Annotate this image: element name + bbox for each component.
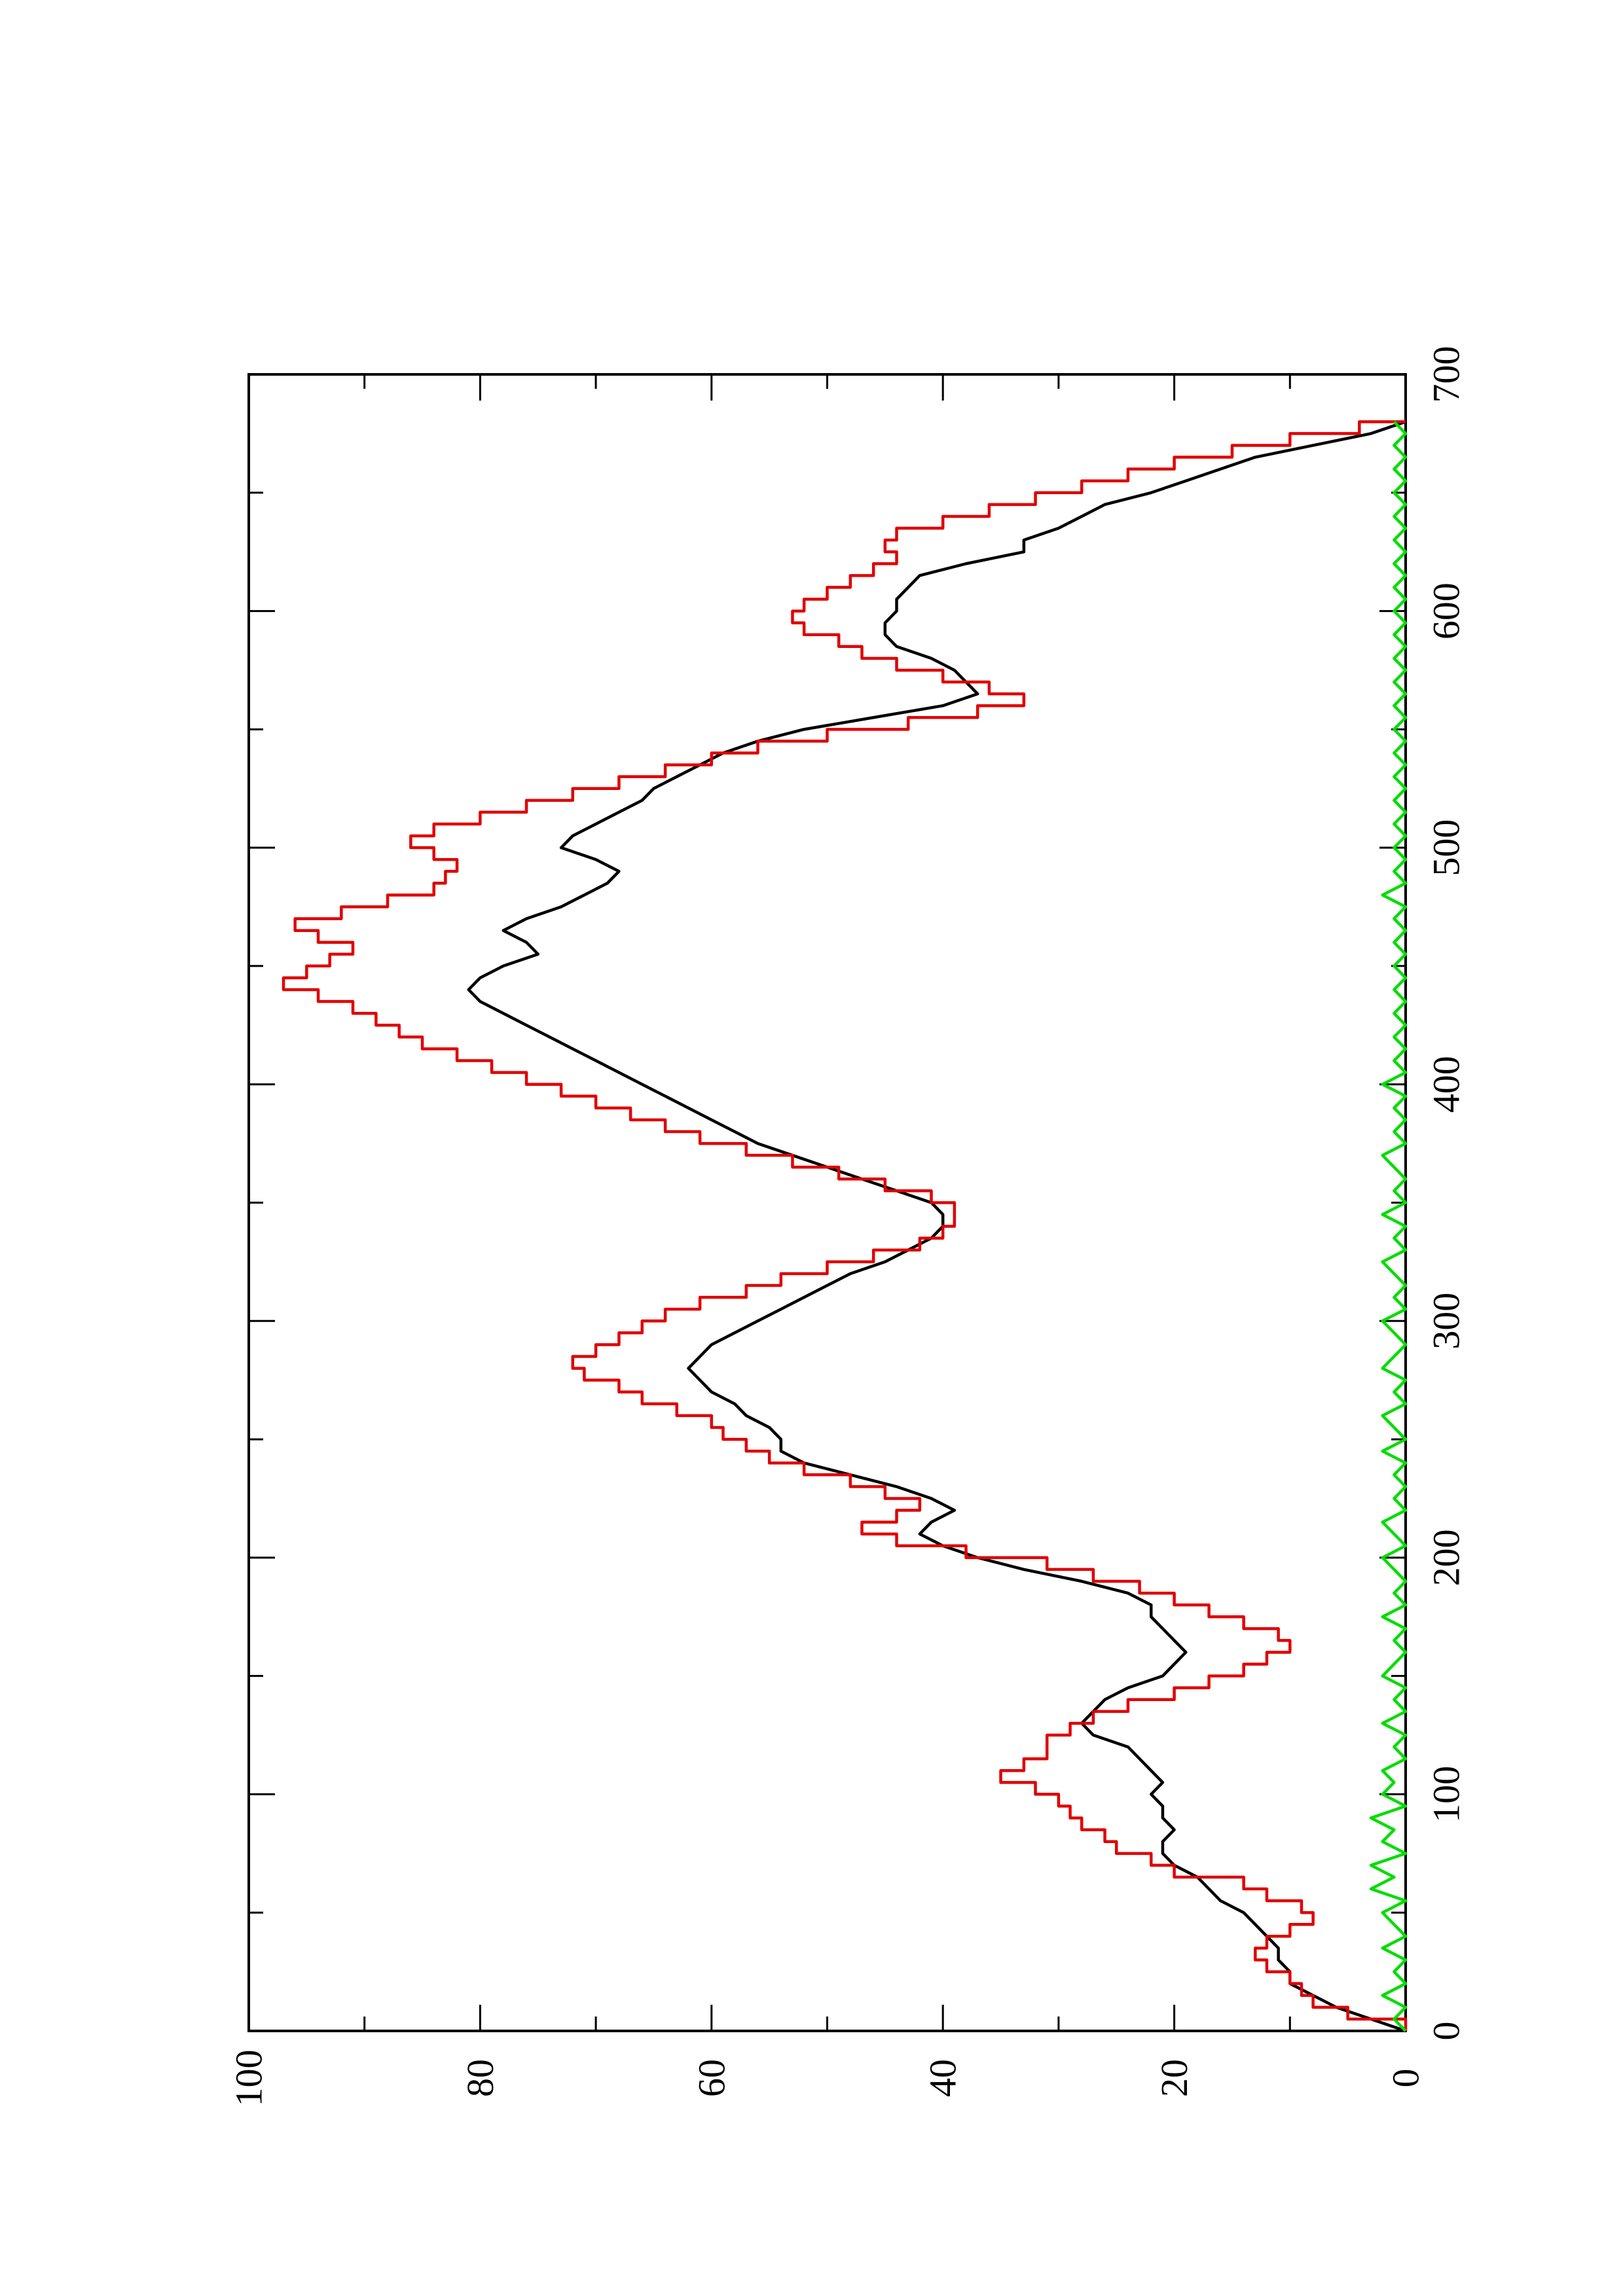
series-line-0	[467, 420, 1406, 2033]
axis-tick-labels: 0 100 200 300 400 500 600 700 0 20 40 60 80 100	[228, 346, 1468, 2107]
x-tick-label-500: 500	[1425, 819, 1468, 876]
axis-ticks	[247, 373, 1407, 2032]
x-tick-label-400: 400	[1425, 1056, 1468, 1113]
y-tick-label-100: 100	[228, 2050, 270, 2107]
y-tick-label-20: 20	[1153, 2059, 1195, 2097]
x-tick-label-0: 0	[1425, 2022, 1468, 2041]
x-tick-label-300: 300	[1425, 1293, 1468, 1350]
series-group	[282, 420, 1408, 2033]
plot-frame	[247, 373, 1407, 2032]
x-tick-label-200: 200	[1425, 1529, 1468, 1586]
x-tick-label-700: 700	[1425, 346, 1468, 403]
y-tick-label-60: 60	[690, 2059, 733, 2097]
x-tick-label-600: 600	[1425, 583, 1468, 639]
y-tick-label-40: 40	[922, 2059, 964, 2097]
y-tick-label-0: 0	[1385, 2069, 1427, 2088]
series-line-1	[282, 420, 1408, 2031]
y-tick-label-80: 80	[459, 2059, 501, 2097]
series-line-2	[1369, 420, 1408, 2032]
x-tick-label-100: 100	[1425, 1766, 1468, 1823]
